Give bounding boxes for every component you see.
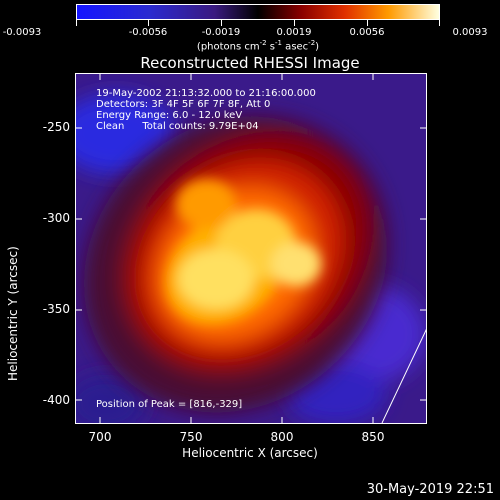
y-tick-label: -350	[42, 302, 70, 316]
colorbar-tick-label: -0.0056	[128, 27, 168, 38]
y-axis-label: Heliocentric Y (arcsec)	[6, 246, 20, 381]
timestamp: 30-May-2019 22:51	[366, 482, 494, 497]
colorbar-tick	[221, 20, 222, 26]
detectors-annotation: Detectors: 3F 4F 5F 6F 7F 8F, Att 0	[96, 99, 271, 110]
rhessi-image	[76, 74, 426, 423]
colorbar-tick	[76, 20, 77, 26]
image-plot: 19-May-2002 21:13:32.000 to 21:16:00.000…	[75, 73, 427, 424]
y-tick-label: -250	[42, 120, 70, 134]
algorithm-label: Clean	[96, 121, 125, 132]
colorbar	[76, 4, 440, 20]
colorbar-tick	[367, 20, 368, 26]
colorbar-tick-label: -0.0019	[201, 27, 241, 38]
colorbar-gradient	[77, 5, 439, 19]
clean-annotation: Clean Total counts: 9.79E+04	[96, 121, 259, 132]
y-tick-label: -400	[42, 393, 70, 407]
time-range-annotation: 19-May-2002 21:13:32.000 to 21:16:00.000	[96, 88, 316, 99]
axis-ticks	[75, 73, 427, 424]
plot-title: Reconstructed RHESSI Image	[140, 54, 360, 72]
colorbar-tick-label: 0.0056	[349, 27, 385, 38]
energy-range-annotation: Energy Range: 6.0 - 12.0 keV	[96, 110, 243, 121]
peak-position-annotation: Position of Peak = [816,-329]	[96, 399, 243, 410]
colorbar-tick-label: 0.0093	[452, 27, 488, 38]
x-tick-label: 850	[361, 430, 385, 444]
x-tick-label: 750	[179, 430, 203, 444]
colorbar-tick	[439, 20, 440, 26]
colorbar-tick	[294, 20, 295, 26]
total-counts-label: Total counts: 9.79E+04	[142, 121, 259, 132]
x-tick-label: 800	[270, 430, 294, 444]
x-axis-label: Heliocentric X (arcsec)	[182, 446, 318, 460]
y-tick-label: -300	[42, 211, 70, 225]
colorbar-tick-label: 0.0019	[276, 27, 312, 38]
x-tick-label: 700	[88, 430, 112, 444]
colorbar-units: (photons cm-2 s-1 asec-2)	[196, 39, 320, 53]
colorbar-tick	[148, 20, 149, 26]
colorbar-tick-label: -0.0093	[2, 27, 42, 38]
